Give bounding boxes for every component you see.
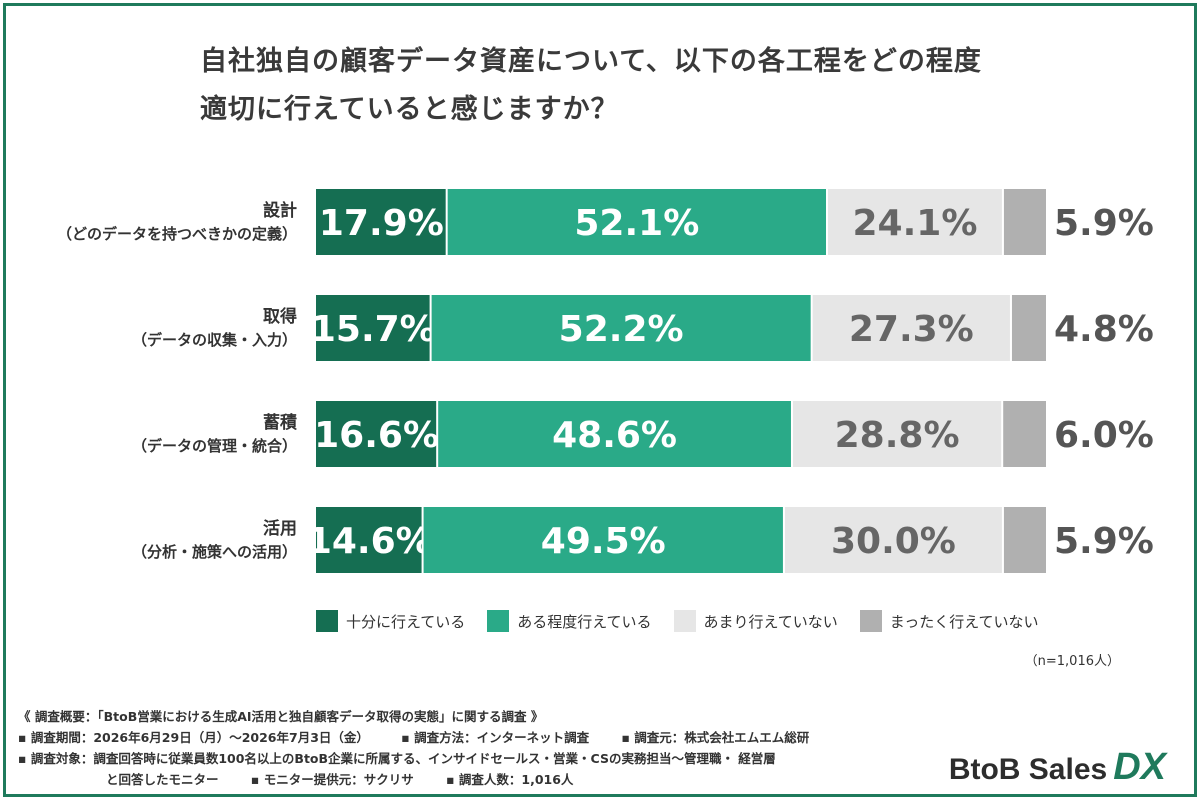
legend-swatch-2 (487, 610, 510, 632)
bar-segment (1002, 401, 1046, 467)
legend-label-3: あまり行えていない (703, 612, 838, 631)
footer-row-1: ▪ 調査期間：2026年6月29日（月）〜2026年7月3日（金） ▪ 調査方法… (18, 727, 938, 748)
segment-divider (429, 295, 432, 361)
category-sublabel: （どのデータを持つべきかの定義） (57, 225, 297, 243)
category-sublabel: （データの管理・統合） (132, 437, 297, 455)
legend-item-3: あまり行えていない (673, 610, 838, 632)
category-label: 取得 (263, 306, 297, 327)
border-frame (3, 3, 1197, 797)
data-label: 17.9% (319, 203, 444, 244)
segment-divider (782, 507, 785, 573)
legend-swatch-1 (316, 610, 338, 632)
data-label: 28.8% (835, 415, 960, 456)
segment-divider (436, 401, 439, 467)
footer-provider: ▪ モニター提供元：サクリサ (250, 772, 414, 787)
bar-segment (437, 401, 792, 467)
data-label: 48.6% (552, 415, 677, 456)
segment-divider (445, 189, 448, 255)
data-label: 5.9% (1054, 521, 1154, 562)
legend-item-4: まったく行えていない (859, 610, 1039, 632)
segment-divider (421, 507, 424, 573)
bar-segment (316, 401, 438, 467)
bar-segment (827, 189, 1003, 255)
category-label: 活用 (263, 518, 297, 539)
bar-segment (316, 507, 423, 573)
bar-segment (791, 401, 1003, 467)
footer-row-3: と回答したモニター ▪ モニター提供元：サクリサ ▪ 調査人数：1,016人 (18, 769, 938, 790)
sample-size-note: （n=1,016人） (1024, 654, 1120, 669)
legend-swatch-4 (859, 610, 882, 632)
footer-target: ▪ 調査対象：調査回答時に従業員数100名以上のBtoB企業に所属する、インサイ… (18, 751, 776, 766)
bar-segment (430, 295, 812, 361)
brand-logo: BtoB Sales DX (949, 746, 1166, 789)
title-line-2: 適切に行えていると感じますか？ (200, 94, 619, 125)
bar-segment (446, 189, 827, 255)
bar-segment (316, 189, 447, 255)
legend-label-2: ある程度行えている (517, 612, 652, 631)
footer-target-cont: と回答したモニター (106, 772, 219, 787)
footer-org: ▪ 調査元：株式会社エムエム総研 (621, 730, 810, 745)
data-label: 49.5% (541, 521, 666, 562)
data-label: 15.7% (311, 309, 436, 350)
data-label: 27.3% (849, 309, 974, 350)
logo-accent-text: DX (1113, 746, 1166, 788)
data-label: 14.6% (307, 521, 432, 562)
footer-heading: 《 調査概要：「BtoB営業における生成AI活用と独自顧客データ取得の実態」に関… (18, 709, 544, 724)
bar-segment (1010, 295, 1046, 361)
footer-method: ▪ 調査方法：インターネット調査 (401, 730, 590, 745)
category-sublabel: （データの収集・入力） (132, 331, 297, 349)
logo-main-text: BtoB Sales (948, 753, 1108, 786)
segment-divider (1001, 401, 1004, 467)
survey-footer: 《 調査概要：「BtoB営業における生成AI活用と独自顧客データ取得の実態」に関… (18, 706, 938, 790)
legend-label-1: 十分に行えている (346, 612, 466, 631)
data-label: 24.1% (853, 203, 978, 244)
legend-item-1: 十分に行えている (316, 610, 465, 632)
bar-segment (1002, 507, 1046, 573)
category-label: 設計 (263, 200, 297, 221)
bar-segment (783, 507, 1003, 573)
data-label: 52.1% (574, 203, 699, 244)
data-label: 4.8% (1054, 309, 1154, 350)
segment-divider (1001, 507, 1004, 573)
chart-title: 自社独自の顧客データ資産について、以下の各工程をどの程度 適切に行えていると感じ… (200, 38, 1100, 134)
legend-label-4: まったく行えていない (889, 612, 1039, 631)
category-sublabel: （分析・施策への活用） (132, 543, 297, 561)
segment-divider (810, 295, 813, 361)
legend-item-2: ある程度行えている (487, 610, 652, 632)
segment-divider (1009, 295, 1012, 361)
footer-period: ▪ 調査期間：2026年6月29日（月）〜2026年7月3日（金） (18, 730, 369, 745)
bar-segment (422, 507, 784, 573)
segment-divider (790, 401, 793, 467)
segment-divider (826, 189, 828, 255)
data-label: 16.6% (314, 415, 439, 456)
bar-segment (1002, 189, 1046, 255)
bar-segment (316, 295, 431, 361)
data-label: 6.0% (1054, 415, 1154, 456)
title-line-1: 自社独自の顧客データ資産について、以下の各工程をどの程度 (200, 46, 982, 77)
segment-divider (1001, 189, 1004, 255)
bar-segment (811, 295, 1011, 361)
legend: 十分に行えている ある程度行えている あまり行えていない まったく行えていない (316, 610, 1060, 632)
data-label: 52.2% (559, 309, 684, 350)
data-label: 30.0% (831, 521, 956, 562)
category-label: 蓄積 (263, 412, 298, 433)
legend-swatch-3 (673, 610, 696, 632)
footer-count: ▪ 調査人数：1,016人 (446, 772, 574, 787)
data-label: 5.9% (1054, 203, 1154, 244)
